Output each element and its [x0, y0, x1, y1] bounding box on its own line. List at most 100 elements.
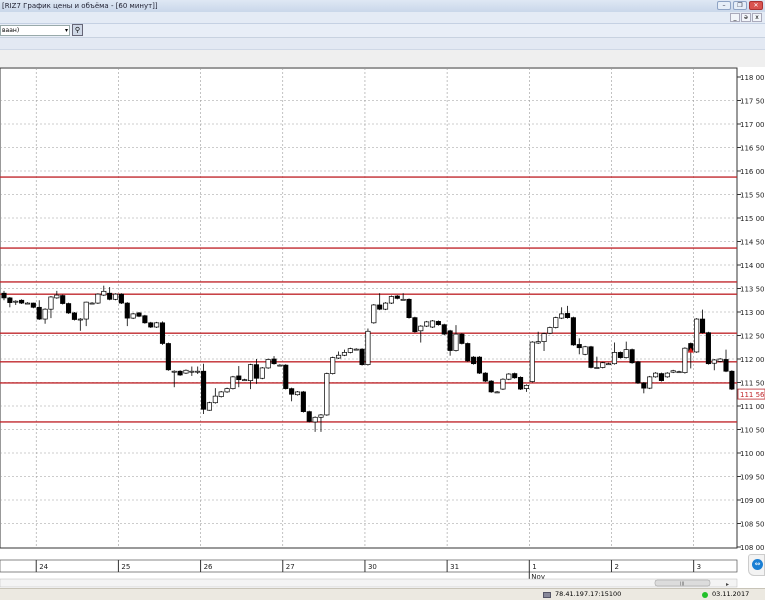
candle-up — [330, 357, 336, 374]
candle-down — [60, 295, 66, 304]
candle-down — [236, 375, 242, 381]
candle-down — [201, 370, 207, 410]
network-icon — [543, 592, 551, 598]
y-tick-label: 116 000 — [740, 168, 765, 176]
horizontal-scrollbar[interactable] — [0, 578, 738, 588]
mdi-close-button[interactable]: x — [752, 13, 762, 22]
candle-up — [600, 362, 606, 368]
candle-up — [312, 416, 318, 423]
x-day-label: 1 — [532, 563, 536, 571]
candle-down — [629, 349, 635, 364]
candle-down — [306, 411, 312, 422]
y-tick-label: 115 500 — [740, 192, 765, 200]
candle-up — [101, 290, 107, 296]
candle-up — [670, 370, 676, 373]
candle-down — [124, 302, 130, 319]
candle-down — [723, 359, 729, 372]
y-tick-label: 109 500 — [740, 474, 765, 482]
candle-down — [36, 306, 42, 320]
candle-up — [13, 300, 19, 303]
mdi-minimize-button[interactable]: _ — [730, 13, 740, 22]
status-date: 03.11.2017 — [712, 590, 750, 598]
y-tick-label: 110 000 — [740, 450, 765, 458]
scroll-right-arrow[interactable]: ▸ — [726, 581, 729, 588]
x-day-label: 26 — [204, 563, 213, 571]
candle-down — [705, 332, 711, 365]
toolbar-band-2 — [0, 50, 765, 67]
y-tick-label: 113 000 — [740, 309, 765, 317]
candle-up — [54, 294, 60, 299]
candle-down — [71, 312, 77, 320]
candle-down — [7, 297, 13, 303]
candle-up — [189, 370, 195, 373]
candle-up — [89, 302, 95, 305]
candle-up — [341, 352, 348, 356]
candle-down — [512, 373, 518, 379]
candle-up — [294, 391, 301, 396]
x-day-label: 25 — [121, 563, 130, 571]
minimize-button[interactable]: – — [717, 1, 731, 10]
candle-down — [165, 343, 171, 371]
x-day-label: 2 — [614, 563, 618, 571]
y-tick-label: 108 000 — [740, 544, 765, 552]
restore-button[interactable]: ❐ — [733, 1, 747, 10]
candle-down — [1, 292, 7, 299]
candle-up — [224, 388, 230, 393]
candle-down — [289, 388, 295, 395]
close-button[interactable]: ✕ — [749, 1, 763, 10]
scrollbar-thumb[interactable] — [654, 579, 711, 587]
candle-up — [230, 376, 236, 389]
title-bar: [RIZ7 График цены и объёма - [60 минут]]… — [0, 0, 765, 12]
candle-down — [476, 356, 483, 374]
candle-down — [570, 317, 576, 346]
candle-up — [95, 293, 101, 304]
x-day-label: 24 — [39, 563, 48, 571]
server-address: 78.41.197.17:15100 — [555, 590, 622, 598]
x-axis — [0, 559, 738, 573]
candle-up — [24, 302, 31, 305]
candle-up — [112, 293, 119, 300]
candle-up — [154, 322, 160, 328]
candle-down — [66, 303, 72, 314]
candle-up — [171, 370, 177, 373]
candle-up — [353, 348, 359, 351]
candle-up — [453, 333, 459, 351]
mdi-restore-button[interactable]: ǝ — [741, 13, 751, 22]
candle-up — [400, 298, 406, 301]
template-select[interactable]: ваан) ▾ — [0, 25, 70, 36]
scrollbar-grip: III — [680, 582, 684, 588]
candle-up — [494, 391, 500, 394]
y-tick-label: 108 500 — [740, 521, 765, 529]
candle-up — [324, 373, 330, 416]
candle-up — [429, 320, 436, 328]
y-tick-label: 111 500 — [740, 380, 765, 388]
candle-down — [435, 321, 441, 326]
toolbar: ваан) ▾ ⚲ — [0, 24, 765, 38]
teamviewer-widget[interactable]: ⇔ — [748, 554, 765, 576]
person-icon[interactable]: ⚲ — [72, 24, 83, 36]
candle-up — [347, 348, 353, 353]
candle-down — [641, 382, 647, 389]
mdi-bar: _ ǝ x — [0, 12, 765, 24]
candle-up — [418, 325, 424, 332]
x-day-label: 3 — [697, 563, 701, 571]
candle-down — [406, 298, 412, 318]
candle-up — [717, 358, 723, 362]
candle-down — [177, 370, 183, 376]
candle-down — [107, 292, 113, 300]
candle-down — [441, 324, 447, 335]
y-tick-label: 113 500 — [740, 286, 765, 294]
candle-up — [523, 384, 529, 389]
candle-up — [383, 302, 389, 310]
x-day-label: 27 — [286, 563, 295, 571]
candle-up — [529, 341, 535, 382]
candle-up — [336, 354, 342, 359]
candle-up — [506, 373, 512, 380]
candle-up — [247, 364, 254, 381]
candle-up — [553, 317, 559, 328]
candle-up — [365, 330, 371, 365]
candle-up — [371, 304, 377, 324]
candle-up — [682, 347, 688, 373]
candle-down — [588, 346, 594, 368]
